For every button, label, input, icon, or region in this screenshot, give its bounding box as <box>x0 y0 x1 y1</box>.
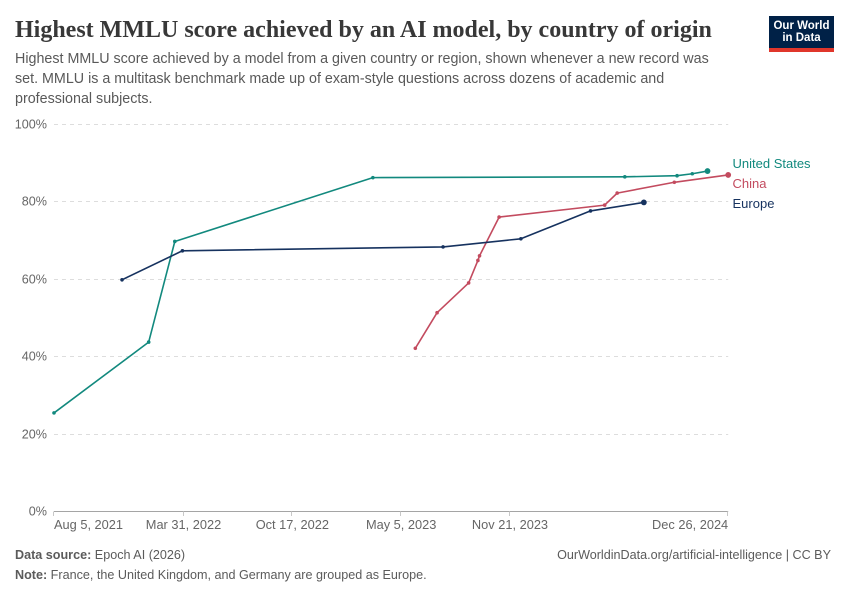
data-source-value: Epoch AI (2026) <box>91 548 186 562</box>
chart-title: Highest MMLU score achieved by an AI mod… <box>15 16 712 43</box>
x-axis-label: Dec 26, 2024 <box>652 517 728 532</box>
y-axis-label: 60% <box>22 273 47 287</box>
x-axis-label: Mar 31, 2022 <box>146 517 221 532</box>
data-point <box>120 278 124 282</box>
data-point <box>477 254 482 258</box>
data-point <box>52 411 56 415</box>
y-axis-label: 100% <box>15 118 47 132</box>
data-point <box>588 209 593 213</box>
footer-row-datasource: Data source: Epoch AI (2026) OurWorldinD… <box>15 546 831 566</box>
data-source: Data source: Epoch AI (2026) <box>15 546 185 566</box>
line-chart: 0% 20% 40% 60% 80% 100% Aug 5, 2021 Mar 31, 202… <box>15 118 812 532</box>
data-point <box>615 191 619 195</box>
x-axis-label: Oct 17, 2022 <box>256 517 329 532</box>
data-point <box>441 245 445 249</box>
data-point <box>173 239 177 244</box>
data-point <box>476 258 480 263</box>
data-point <box>623 175 627 179</box>
data-point <box>704 168 711 174</box>
note-label: Note: <box>15 567 48 582</box>
data-point <box>602 203 607 207</box>
data-point <box>466 281 471 285</box>
data-point <box>146 340 151 344</box>
data-point <box>725 172 732 178</box>
chart-note: Note: France, the United Kingdom, and Ge… <box>15 568 427 582</box>
note-value: France, the United Kingdom, and Germany … <box>47 567 427 582</box>
y-axis-label: 0% <box>29 505 47 519</box>
footer-row-note: Note: France, the United Kingdom, and Ge… <box>15 566 831 586</box>
data-point <box>435 310 439 315</box>
x-axis-label: Nov 21, 2023 <box>472 517 548 532</box>
y-axis-label: 40% <box>22 350 47 364</box>
chart-footer: Data source: Epoch AI (2026) OurWorldinD… <box>15 546 831 585</box>
data-source-label: Data source: <box>15 548 92 562</box>
series-label-europe[interactable]: Europe <box>733 196 775 211</box>
series-line-china <box>414 174 730 350</box>
data-point <box>413 346 418 351</box>
series-line-united-states <box>53 170 709 414</box>
data-point <box>519 236 523 241</box>
logo-line2: in Data <box>782 32 821 44</box>
series-label-china[interactable]: China <box>733 176 768 191</box>
y-axis-label: 20% <box>22 428 47 442</box>
data-point <box>497 215 501 219</box>
series-line-europe <box>121 201 645 281</box>
x-axis-label: May 5, 2023 <box>366 517 436 532</box>
y-axis-label: 80% <box>22 195 47 209</box>
attribution-link[interactable]: OurWorldinData.org/artificial-intelligen… <box>557 548 831 562</box>
data-point <box>672 180 677 185</box>
x-axis-label: Aug 5, 2021 <box>54 517 123 532</box>
data-point <box>180 248 185 253</box>
data-point <box>690 171 695 176</box>
logo-line1: Our World <box>773 19 830 32</box>
chart-subtitle: Highest MMLU score achieved by a model f… <box>15 51 709 108</box>
data-point <box>640 199 647 206</box>
data-point <box>371 175 375 180</box>
our-world-in-data-logo[interactable]: Our World in Data <box>769 16 834 52</box>
series-label-united-states[interactable]: United States <box>733 156 812 171</box>
data-point <box>675 173 679 178</box>
